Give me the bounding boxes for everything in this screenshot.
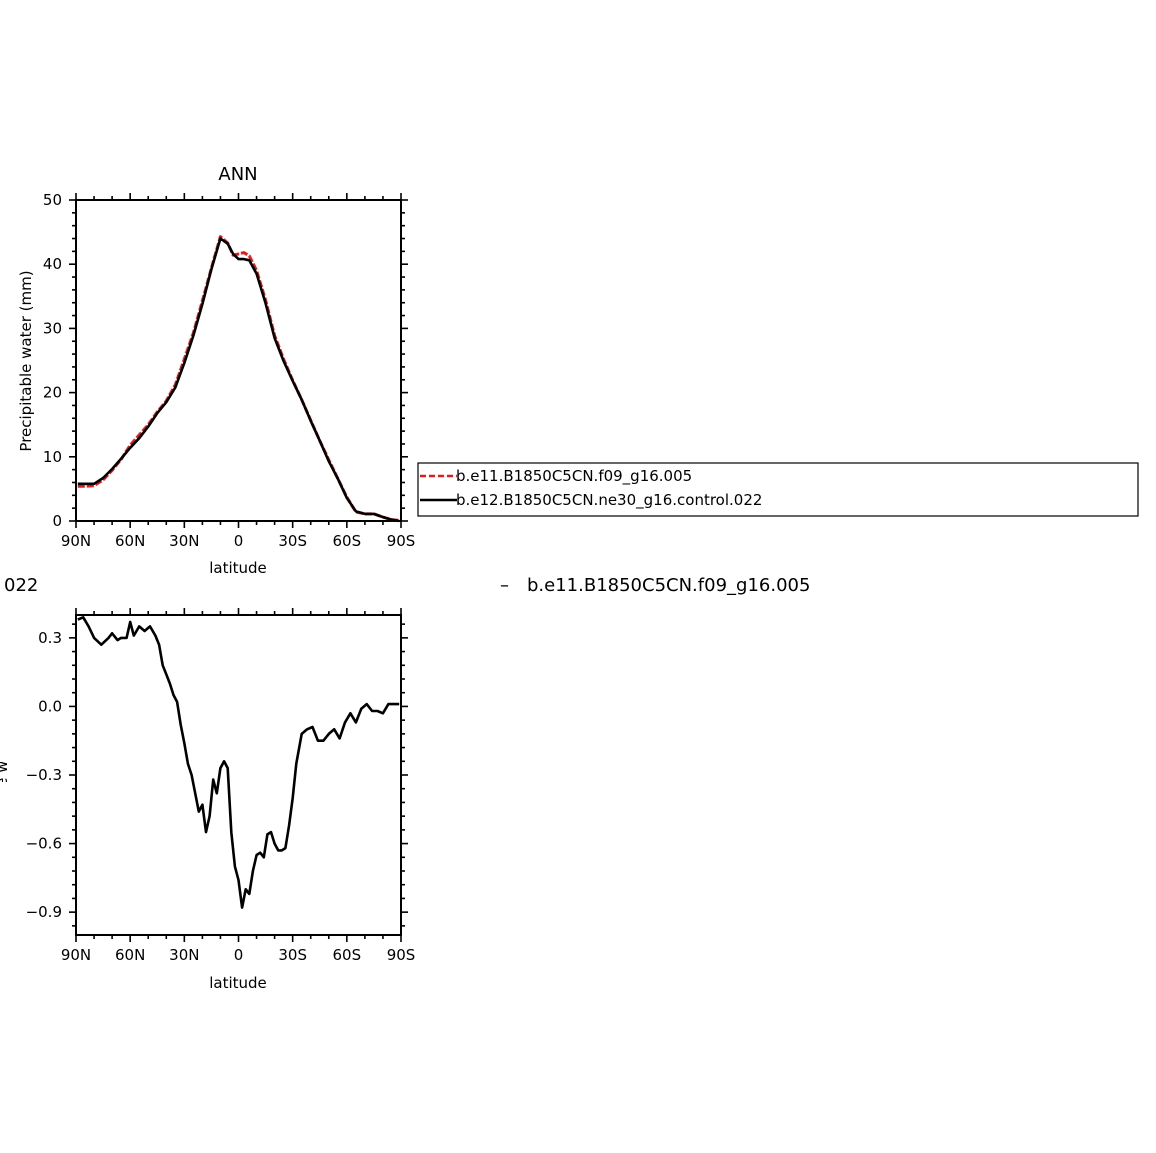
y-tick-label: −0.3	[26, 766, 62, 784]
x-tick-label: 60S	[333, 532, 362, 550]
x-tick-label: 90N	[61, 532, 91, 550]
series-line-2	[77, 237, 400, 523]
y-tick-label: −0.6	[26, 835, 62, 853]
y-tick-label: 0.3	[38, 629, 62, 647]
y-tick-label: 20	[43, 384, 62, 402]
y-axis-label: Precipitable water (mm)	[17, 270, 35, 451]
series-lines	[77, 615, 400, 909]
x-tick-label: 0	[234, 946, 244, 964]
y-tick-label: 0.0	[38, 697, 62, 715]
precipitable-water-plot: ANN 90N 60N 30N 0 30S 60S 90S 0 10 20 30 40 50 lati…	[17, 164, 415, 577]
y-tick-label: −0.9	[26, 903, 62, 921]
title-fragment-right: b.e11.B1850C5CN.f09_g16.005	[527, 575, 810, 596]
legend-label-series-1: b.e11.B1850C5CN.f09_g16.005	[456, 467, 692, 486]
x-tick-label: 90S	[387, 946, 416, 964]
x-axis: 90N 60N 30N 0 30S 60S 90S	[61, 193, 415, 550]
series-lines	[77, 235, 400, 523]
x-tick-label: 30N	[169, 946, 199, 964]
title-fragment-left: 022	[4, 575, 38, 596]
legend-box	[417, 462, 1139, 517]
x-tick-label: 90N	[61, 946, 91, 964]
x-axis-label: latitude	[209, 559, 267, 577]
y-axis: 0.3 0.0 −0.3 −0.6 −0.9	[26, 623, 408, 927]
x-tick-label: 30N	[169, 532, 199, 550]
series-line-1	[77, 615, 400, 909]
plot-title: ANN	[218, 164, 257, 185]
x-tick-label: 60N	[115, 532, 145, 550]
y-tick-label: 10	[43, 448, 62, 466]
y-tick-label: 40	[43, 255, 62, 273]
x-axis: 90N 60N 30N 0 30S 60S 90S	[61, 608, 415, 964]
x-tick-label: 60N	[115, 946, 145, 964]
x-tick-label: 90S	[387, 532, 416, 550]
x-tick-label: 30S	[278, 532, 307, 550]
y-tick-label: 30	[43, 319, 62, 337]
difference-plot: 022 – b.e11.B1850C5CN.f09_g16.005 90N 60N…	[0, 575, 810, 992]
x-tick-label: 60S	[333, 946, 362, 964]
x-axis-label: latitude	[209, 974, 267, 992]
y-tick-label: 50	[43, 191, 62, 209]
y-axis: 0 10 20 30 40 50	[43, 191, 408, 530]
legend: b.e11.B1850C5CN.f09_g16.005 b.e12.B1850C…	[417, 462, 1139, 517]
legend-label-series-2: b.e12.B1850C5CN.ne30_g16.control.022	[456, 491, 762, 510]
y-axis-label-fragment: Precipitable water (mm)	[0, 684, 11, 865]
x-tick-label: 30S	[278, 946, 307, 964]
y-tick-label: 0	[52, 512, 62, 530]
x-tick-label: 0	[234, 532, 244, 550]
title-fragment-dash: –	[500, 575, 509, 596]
